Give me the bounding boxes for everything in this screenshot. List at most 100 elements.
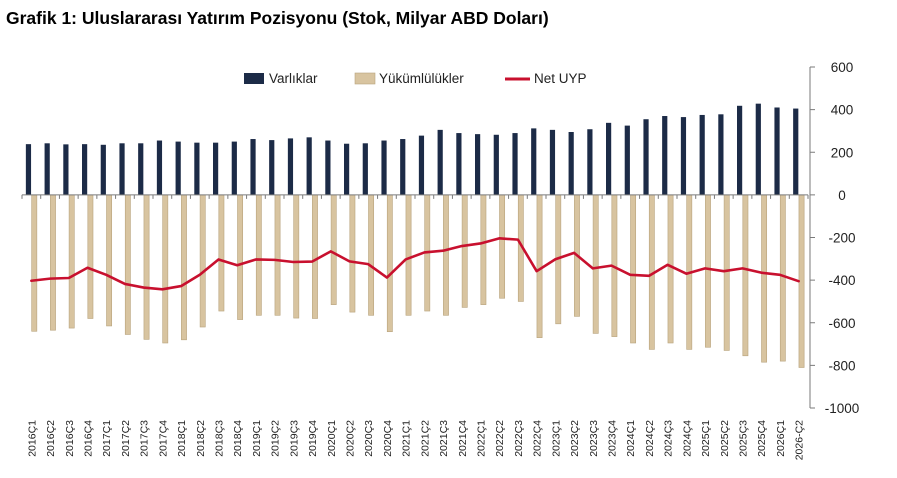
- x-tick-label: 2018Ç2: [195, 420, 207, 457]
- liability-bar: [761, 194, 768, 363]
- liability-bar: [255, 194, 262, 316]
- asset-bar: [755, 103, 761, 195]
- asset-bar: [643, 119, 649, 195]
- liability-bar: [293, 194, 300, 319]
- liability-bar: [199, 194, 206, 328]
- x-tick-label: 2019Ç1: [251, 420, 263, 457]
- liability-bar: [705, 194, 711, 348]
- asset-bar: [119, 143, 125, 195]
- liability-bar: [68, 194, 75, 329]
- x-tick-label: 2020Ç3: [363, 420, 375, 457]
- asset-bar: [82, 144, 88, 195]
- liability-bar: [592, 194, 599, 334]
- liability-bar: [386, 194, 393, 333]
- asset-bar: [344, 143, 350, 195]
- y-tick-label: -200: [828, 231, 855, 246]
- liability-bar: [181, 194, 187, 341]
- liability-bar: [667, 194, 674, 344]
- net-uyp-line: [30, 237, 800, 291]
- legend-label-net: Net UYP: [534, 71, 587, 86]
- asset-bar: [718, 114, 724, 195]
- y-tick-label: -1000: [825, 401, 860, 416]
- x-tick-label: 2025Ç4: [756, 420, 768, 457]
- asset-bar: [63, 144, 69, 195]
- asset-bar: [418, 135, 425, 195]
- x-tick-label: 2019Ç2: [270, 420, 282, 457]
- liability-bar: [368, 194, 375, 316]
- x-tick-label: 2016Ç1: [26, 420, 38, 457]
- liability-bar: [405, 194, 412, 316]
- liability-bar: [50, 194, 56, 331]
- x-tick-label: 2017Ç2: [120, 420, 132, 457]
- asset-bar: [175, 141, 181, 195]
- x-tick-label: 2022Ç2: [494, 420, 506, 457]
- liability-bar: [630, 194, 637, 344]
- x-tick-label: 2025Ç1: [700, 420, 712, 457]
- x-tick-label: 2023Ç3: [588, 420, 600, 457]
- asset-bar: [456, 133, 462, 195]
- x-tick-label: 2021Ç1: [401, 420, 413, 457]
- liability-bar: [330, 194, 337, 305]
- x-tick-label: 2018Ç1: [176, 420, 188, 457]
- x-tick-label: 2024Ç1: [625, 420, 637, 457]
- liability-bar: [237, 194, 244, 320]
- asset-bar: [231, 141, 237, 195]
- liability-bar: [443, 194, 449, 316]
- x-tick-label: 2023Ç2: [569, 420, 581, 457]
- asset-bar: [793, 108, 799, 195]
- liability-bar: [274, 194, 281, 316]
- asset-bar: [568, 132, 574, 195]
- asset-bar: [437, 129, 443, 195]
- y-tick-label: 200: [831, 145, 854, 160]
- x-tick-label: 2020Ç1: [326, 420, 338, 457]
- liability-bar: [480, 194, 487, 305]
- x-tick-label: 2017Ç4: [157, 420, 169, 457]
- asset-bar: [680, 117, 687, 195]
- legend-label-liabilities: Yükümlülükler: [379, 71, 464, 86]
- legend-swatch-liabilities: [354, 72, 376, 85]
- asset-bar: [587, 129, 593, 195]
- x-tick-label: 2016Ç4: [83, 420, 95, 457]
- x-tick-label: 2016Ç2: [45, 420, 57, 457]
- asset-bar: [213, 142, 219, 195]
- liability-bar: [218, 194, 225, 312]
- asset-bar: [606, 122, 612, 195]
- x-tick-label: 2025Ç2: [719, 420, 731, 457]
- asset-bar: [138, 143, 144, 195]
- asset-bar: [662, 116, 668, 195]
- asset-bar: [250, 139, 256, 195]
- x-tick-label: 2022Ç1: [476, 420, 488, 457]
- x-tick-label: 2025Ç3: [738, 420, 750, 457]
- asset-bar: [774, 107, 780, 195]
- asset-bar: [549, 129, 556, 195]
- asset-bar: [325, 140, 331, 195]
- asset-bar: [531, 128, 537, 195]
- x-tick-label: 2026-Ç2: [794, 420, 806, 460]
- asset-bar: [25, 144, 32, 195]
- asset-bar: [737, 105, 743, 195]
- x-tick-label: 2021Ç2: [419, 420, 431, 457]
- legend: Varlıklar Yükümlülükler Net UYP: [244, 71, 587, 86]
- x-tick-label: 2018Ç4: [232, 420, 244, 457]
- asset-bar: [194, 142, 200, 195]
- x-tick-label: 2016Ç3: [64, 420, 76, 457]
- x-tick-label: 2024Ç2: [644, 420, 656, 457]
- liability-bar: [312, 194, 318, 319]
- x-tick-label: 2023Ç1: [550, 420, 562, 457]
- asset-bar: [699, 114, 705, 195]
- y-tick-label: 0: [838, 188, 846, 203]
- asset-bar: [269, 140, 275, 195]
- liability-bar: [143, 194, 150, 340]
- asset-bar: [306, 137, 312, 195]
- liability-bar: [162, 194, 169, 344]
- x-tick-label: 2018Ç3: [214, 420, 226, 457]
- liability-bar: [742, 194, 749, 357]
- x-tick-label: 2024Ç3: [663, 420, 675, 457]
- x-tick-label: 2022Ç3: [513, 420, 525, 457]
- asset-bar: [400, 139, 406, 195]
- liability-bar: [499, 194, 506, 299]
- liability-bar: [124, 194, 131, 335]
- x-tick-label: 2019Ç4: [307, 420, 319, 457]
- asset-bar: [100, 144, 106, 195]
